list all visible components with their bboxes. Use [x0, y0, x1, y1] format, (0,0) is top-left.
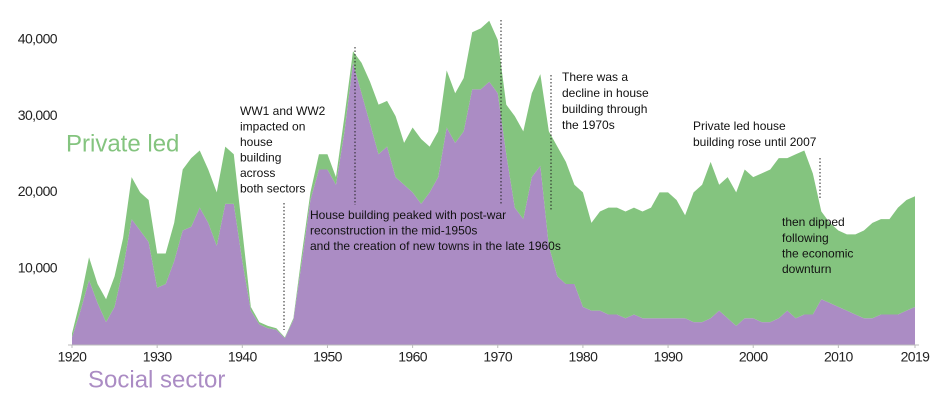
- annotation: reconstruction in the mid-1950s: [310, 223, 477, 237]
- annotation: WW1 and WW2: [240, 104, 326, 118]
- x-tick-label: 1930: [143, 349, 173, 365]
- annotation: building rose until 2007: [693, 135, 817, 149]
- annotation: impacted on: [240, 120, 305, 134]
- annotation: following: [782, 231, 829, 245]
- annotation: across: [240, 166, 275, 180]
- x-tick-label: 2010: [824, 349, 854, 365]
- y-tick-label: 10,000: [18, 259, 58, 275]
- series-label: Private led: [66, 130, 179, 157]
- x-tick-label: 1970: [483, 349, 513, 365]
- series-label: Social sector: [88, 366, 225, 393]
- x-tick-label: 1950: [313, 349, 343, 365]
- x-tick-label: 2000: [739, 349, 769, 365]
- annotation: the economic: [782, 246, 853, 260]
- annotation: decline in house: [562, 86, 649, 100]
- x-tick-label: 1940: [228, 349, 258, 365]
- annotation: house: [240, 135, 273, 149]
- annotation: Private led house: [693, 119, 786, 133]
- annotation: building: [240, 151, 281, 165]
- annotation: the 1970s: [562, 118, 615, 132]
- annotation: then dipped: [782, 215, 845, 229]
- y-tick-label: 20,000: [18, 183, 58, 199]
- x-tick-label: 1960: [398, 349, 428, 365]
- annotation: and the creation of new towns in the lat…: [310, 239, 561, 253]
- annotation: House building peaked with post-war: [310, 208, 506, 222]
- x-tick-label: 2019: [901, 349, 931, 365]
- annotation: both sectors: [240, 182, 305, 196]
- annotation: downturn: [782, 262, 831, 276]
- area: [72, 20, 915, 339]
- annotation: building through: [562, 102, 647, 116]
- annotation: There was a: [562, 70, 628, 84]
- x-tick-label: 1920: [58, 349, 88, 365]
- area: [72, 62, 915, 345]
- x-tick-label: 1980: [569, 349, 599, 365]
- y-tick-label: 30,000: [18, 107, 58, 123]
- y-tick-label: 40,000: [18, 31, 58, 47]
- x-tick-label: 1990: [654, 349, 684, 365]
